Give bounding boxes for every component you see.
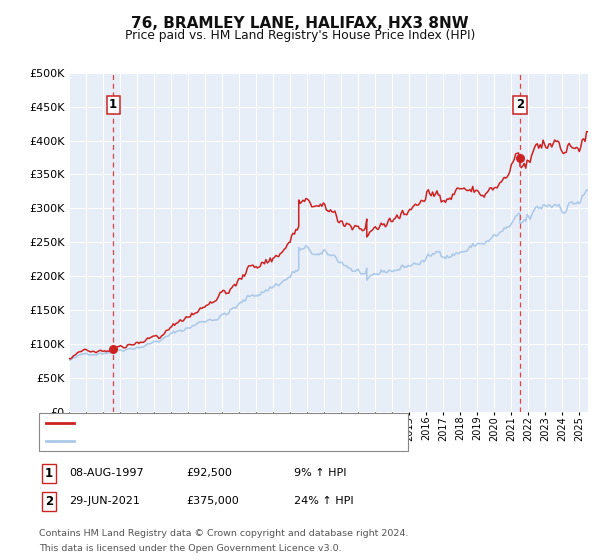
Text: 1: 1: [45, 466, 53, 480]
Text: 08-AUG-1997: 08-AUG-1997: [69, 468, 143, 478]
Text: 76, BRAMLEY LANE, HALIFAX, HX3 8NW: 76, BRAMLEY LANE, HALIFAX, HX3 8NW: [131, 16, 469, 31]
Point: [515, 153, 525, 162]
Text: 2: 2: [516, 99, 524, 111]
Text: 76, BRAMLEY LANE, HALIFAX, HX3 8NW (detached house): 76, BRAMLEY LANE, HALIFAX, HX3 8NW (deta…: [78, 418, 393, 428]
Text: 2: 2: [45, 494, 53, 508]
Text: 9% ↑ HPI: 9% ↑ HPI: [294, 468, 347, 478]
Text: £92,500: £92,500: [186, 468, 232, 478]
Text: 1: 1: [109, 99, 118, 111]
Text: Price paid vs. HM Land Registry's House Price Index (HPI): Price paid vs. HM Land Registry's House …: [125, 29, 475, 42]
Text: HPI: Average price, detached house, Calderdale: HPI: Average price, detached house, Cald…: [78, 436, 339, 446]
Text: 24% ↑ HPI: 24% ↑ HPI: [294, 496, 353, 506]
Text: 29-JUN-2021: 29-JUN-2021: [69, 496, 140, 506]
Text: Contains HM Land Registry data © Crown copyright and database right 2024.: Contains HM Land Registry data © Crown c…: [39, 529, 409, 538]
Text: This data is licensed under the Open Government Licence v3.0.: This data is licensed under the Open Gov…: [39, 544, 341, 553]
Text: £375,000: £375,000: [186, 496, 239, 506]
Point: [109, 344, 118, 353]
